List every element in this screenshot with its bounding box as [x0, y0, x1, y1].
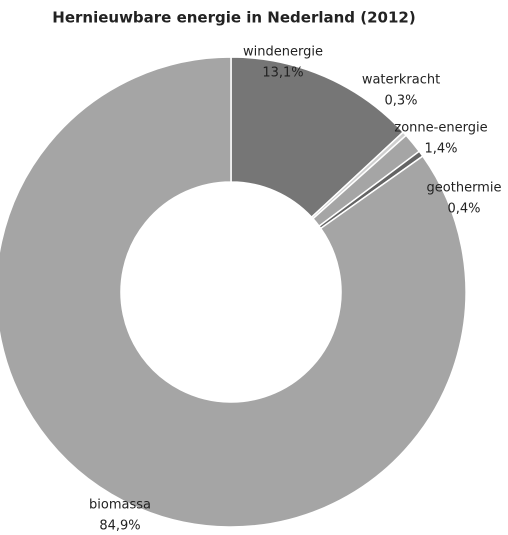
slice-label: geothermie [427, 181, 502, 196]
slice-label: zonne-energie [394, 121, 487, 136]
slice-label: waterkracht [362, 73, 440, 88]
slice-value-label: 13,1% [262, 66, 303, 81]
slice-label: biomassa [89, 498, 151, 513]
slice-label: windenergie [243, 45, 323, 60]
slice-value-label: 0,3% [384, 94, 417, 109]
slice-value-label: 0,4% [447, 202, 480, 217]
donut-slice [0, 56, 467, 528]
slice-value-label: 84,9% [99, 519, 140, 534]
chart-title: Hernieuwbare energie in Nederland (2012) [52, 9, 415, 27]
slice-value-label: 1,4% [424, 142, 457, 157]
donut-slice [230, 56, 405, 219]
